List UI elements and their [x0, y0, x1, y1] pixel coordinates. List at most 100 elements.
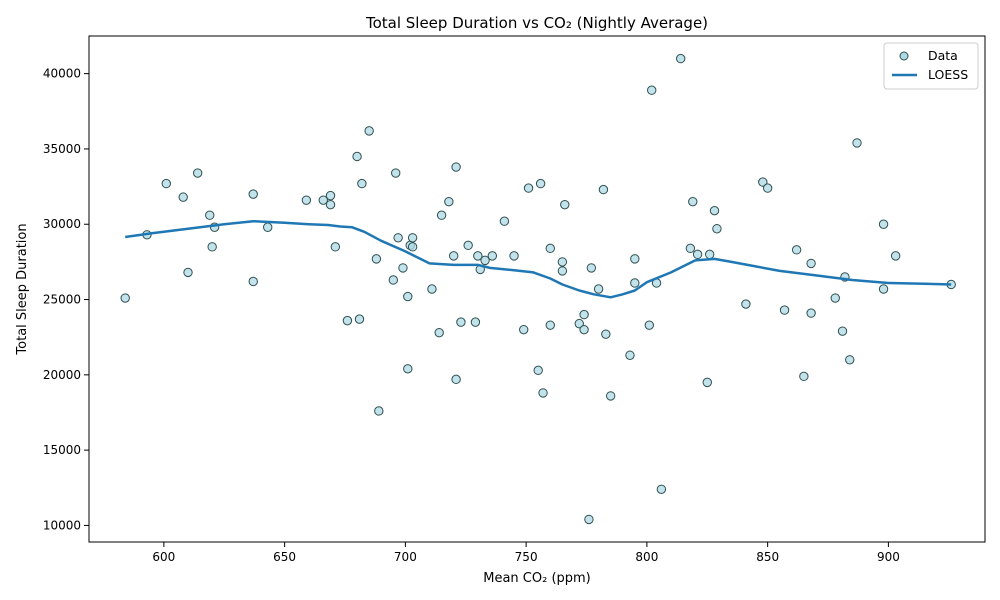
data-point: [318, 195, 328, 205]
data-point: [598, 184, 609, 195]
data-point: [702, 377, 712, 388]
data-point: [806, 258, 816, 269]
x-tick-label: 650: [273, 550, 296, 564]
data-point: [325, 199, 336, 210]
data-point: [605, 391, 616, 401]
data-point: [451, 374, 461, 385]
data-point: [675, 53, 686, 64]
data-point: [325, 190, 336, 201]
data-point: [579, 309, 589, 320]
data-point: [451, 162, 461, 172]
data-point: [630, 278, 640, 288]
y-tick-label: 10000: [43, 518, 81, 532]
data-point: [692, 249, 703, 260]
data-point: [473, 251, 483, 261]
y-tick-label: 15000: [43, 443, 81, 457]
data-point: [523, 183, 534, 193]
data-point: [601, 329, 611, 339]
data-point: [799, 371, 809, 382]
data-point: [407, 233, 418, 243]
data-point: [374, 406, 384, 416]
data-point: [852, 138, 862, 148]
data-point: [625, 350, 635, 360]
data-point: [538, 388, 548, 398]
data-point: [388, 275, 399, 285]
data-point: [545, 320, 555, 330]
data-point: [470, 317, 481, 327]
x-tick-label: 600: [152, 550, 175, 564]
data-point: [120, 293, 130, 303]
data-point: [364, 126, 374, 136]
data-point: [391, 168, 401, 178]
data-point: [178, 192, 188, 202]
data-point: [354, 314, 365, 324]
legend-label-loess: LOESS: [928, 67, 968, 82]
loess-line: [125, 219, 952, 299]
data-point: [579, 324, 589, 335]
axes-frame: [88, 35, 986, 543]
data-point: [263, 222, 273, 232]
y-tick-label: 25000: [43, 293, 81, 307]
data-point: [301, 195, 312, 205]
data-point: [845, 355, 855, 365]
data-point: [837, 326, 848, 336]
plot-area: 600 650 700 750 800 850 900 10000 15000 20000 250…: [43, 35, 986, 564]
legend: Data LOESS: [883, 42, 979, 90]
x-tick-label: 900: [877, 550, 900, 564]
data-point: [403, 364, 413, 374]
data-point: [398, 263, 408, 273]
x-tick-label: 700: [394, 550, 417, 564]
data-point: [499, 216, 510, 226]
data-point: [688, 196, 698, 207]
legend-label-data: Data: [928, 48, 958, 63]
data-point: [183, 267, 193, 278]
data-point: [205, 210, 215, 220]
data-point: [463, 240, 473, 251]
legend-marker-data: [899, 51, 909, 61]
data-point: [456, 317, 466, 327]
y-tick-label: 40000: [43, 67, 81, 81]
data-point: [762, 183, 773, 193]
data-point: [448, 251, 459, 261]
data-point: [480, 255, 490, 266]
data-point: [427, 284, 437, 294]
data-point: [758, 177, 768, 187]
data-point: [574, 318, 584, 329]
data-point: [878, 284, 889, 294]
data-point: [557, 266, 568, 276]
y-tick-label: 20000: [43, 368, 81, 382]
data-point: [586, 263, 597, 273]
data-point: [890, 251, 901, 261]
y-axis: 10000 15000 20000 25000 30000 35000 40000: [43, 67, 89, 532]
data-point: [560, 199, 570, 210]
data-point: [584, 514, 594, 525]
data-point: [509, 251, 519, 261]
data-point: [248, 276, 258, 287]
data-point: [207, 242, 217, 252]
y-tick-label: 30000: [43, 217, 81, 231]
data-point: [779, 305, 790, 315]
data-point: [741, 299, 751, 309]
y-axis-label: Total Sleep Duration: [15, 223, 30, 355]
data-point: [403, 291, 413, 302]
x-axis-label: Mean CO₂ (ppm): [483, 571, 591, 586]
data-point: [535, 178, 546, 189]
data-point: [192, 168, 203, 178]
data-point: [830, 293, 840, 303]
data-point: [630, 254, 640, 264]
data-point: [352, 151, 362, 162]
data-point: [593, 284, 604, 294]
data-point: [393, 233, 403, 243]
data-point: [436, 210, 447, 220]
data-point: [342, 315, 353, 326]
data-point: [647, 85, 657, 95]
data-point: [533, 365, 543, 376]
data-point: [248, 189, 258, 199]
data-point: [656, 484, 667, 494]
data-point: [444, 196, 454, 207]
x-axis: 600 650 700 750 800 850 900: [152, 542, 900, 564]
data-point: [709, 205, 720, 216]
data-point: [791, 245, 802, 255]
data-point: [519, 324, 529, 335]
